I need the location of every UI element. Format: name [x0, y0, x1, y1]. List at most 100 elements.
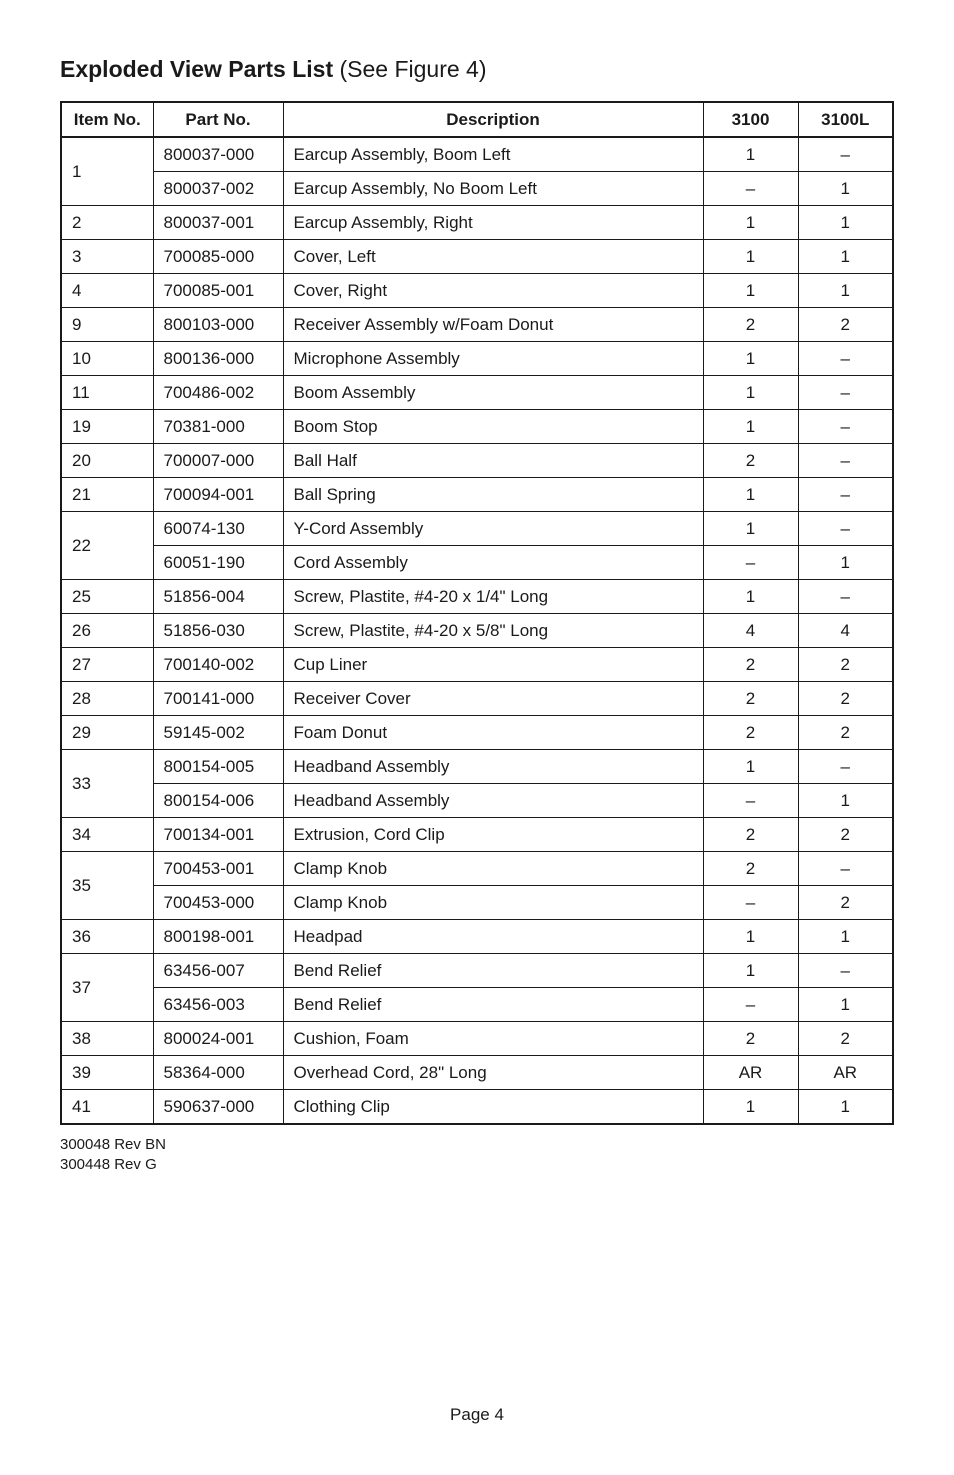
- cell-item: 11: [61, 376, 153, 410]
- cell-qty-3100l: 1: [798, 784, 893, 818]
- cell-qty-3100l: 1: [798, 920, 893, 954]
- table-row: 3958364-000Overhead Cord, 28" LongARAR: [61, 1056, 893, 1090]
- cell-desc: Extrusion, Cord Clip: [283, 818, 703, 852]
- table-row: 2651856-030Screw, Plastite, #4-20 x 5/8"…: [61, 614, 893, 648]
- cell-desc: Y-Cord Assembly: [283, 512, 703, 546]
- cell-qty-3100l: –: [798, 410, 893, 444]
- col-header-desc: Description: [283, 102, 703, 137]
- cell-desc: Ball Spring: [283, 478, 703, 512]
- table-row: 38800024-001Cushion, Foam22: [61, 1022, 893, 1056]
- cell-qty-3100l: 1: [798, 1090, 893, 1125]
- cell-part: 60051-190: [153, 546, 283, 580]
- cell-item: 19: [61, 410, 153, 444]
- cell-part: 60074-130: [153, 512, 283, 546]
- cell-qty-3100: 1: [703, 137, 798, 172]
- cell-item: 34: [61, 818, 153, 852]
- cell-item: 39: [61, 1056, 153, 1090]
- cell-qty-3100l: 2: [798, 818, 893, 852]
- cell-desc: Earcup Assembly, Right: [283, 206, 703, 240]
- cell-qty-3100l: 1: [798, 988, 893, 1022]
- col-header-3100l: 3100L: [798, 102, 893, 137]
- table-row: 800037-002Earcup Assembly, No Boom Left–…: [61, 172, 893, 206]
- cell-qty-3100: AR: [703, 1056, 798, 1090]
- cell-qty-3100l: –: [798, 750, 893, 784]
- table-row: 34700134-001Extrusion, Cord Clip22: [61, 818, 893, 852]
- cell-qty-3100: 1: [703, 750, 798, 784]
- cell-desc: Foam Donut: [283, 716, 703, 750]
- cell-desc: Cover, Left: [283, 240, 703, 274]
- table-row: 27700140-002Cup Liner22: [61, 648, 893, 682]
- cell-item: 38: [61, 1022, 153, 1056]
- table-row: 20700007-000Ball Half2–: [61, 444, 893, 478]
- cell-qty-3100: 2: [703, 818, 798, 852]
- cell-part: 700141-000: [153, 682, 283, 716]
- cell-part: 700007-000: [153, 444, 283, 478]
- cell-qty-3100l: –: [798, 852, 893, 886]
- cell-item: 1: [61, 137, 153, 206]
- cell-item: 29: [61, 716, 153, 750]
- cell-item: 25: [61, 580, 153, 614]
- table-row: 1970381-000Boom Stop1–: [61, 410, 893, 444]
- cell-qty-3100l: 2: [798, 886, 893, 920]
- cell-qty-3100l: –: [798, 478, 893, 512]
- table-row: 9800103-000Receiver Assembly w/Foam Donu…: [61, 308, 893, 342]
- cell-desc: Headband Assembly: [283, 750, 703, 784]
- table-row: 36800198-001Headpad11: [61, 920, 893, 954]
- cell-qty-3100l: 2: [798, 682, 893, 716]
- cell-qty-3100l: –: [798, 444, 893, 478]
- cell-item: 10: [61, 342, 153, 376]
- cell-desc: Headband Assembly: [283, 784, 703, 818]
- cell-item: 35: [61, 852, 153, 920]
- cell-desc: Cushion, Foam: [283, 1022, 703, 1056]
- cell-part: 70381-000: [153, 410, 283, 444]
- cell-qty-3100: 1: [703, 512, 798, 546]
- cell-qty-3100l: –: [798, 137, 893, 172]
- table-row: 10800136-000Microphone Assembly1–: [61, 342, 893, 376]
- cell-qty-3100: 2: [703, 716, 798, 750]
- title-main: Exploded View Parts List: [60, 56, 333, 82]
- cell-desc: Earcup Assembly, No Boom Left: [283, 172, 703, 206]
- cell-part: 700085-001: [153, 274, 283, 308]
- parts-table: Item No. Part No. Description 3100 3100L…: [60, 101, 894, 1125]
- cell-part: 700134-001: [153, 818, 283, 852]
- table-row: 4700085-001Cover, Right11: [61, 274, 893, 308]
- rev-line-2: 300448 Rev G: [60, 1155, 894, 1175]
- cell-desc: Cover, Right: [283, 274, 703, 308]
- cell-part: 59145-002: [153, 716, 283, 750]
- cell-part: 63456-007: [153, 954, 283, 988]
- cell-qty-3100: 1: [703, 1090, 798, 1125]
- page-footer: Page 4: [0, 1405, 954, 1425]
- cell-part: 63456-003: [153, 988, 283, 1022]
- cell-qty-3100l: –: [798, 376, 893, 410]
- cell-item: 27: [61, 648, 153, 682]
- table-row: 11700486-002Boom Assembly1–: [61, 376, 893, 410]
- cell-desc: Boom Stop: [283, 410, 703, 444]
- table-row: 700453-000Clamp Knob–2: [61, 886, 893, 920]
- cell-desc: Bend Relief: [283, 988, 703, 1022]
- cell-item: 28: [61, 682, 153, 716]
- cell-desc: Ball Half: [283, 444, 703, 478]
- cell-part: 800037-002: [153, 172, 283, 206]
- cell-qty-3100: 1: [703, 240, 798, 274]
- cell-qty-3100l: 2: [798, 308, 893, 342]
- cell-desc: Clamp Knob: [283, 886, 703, 920]
- cell-qty-3100l: 2: [798, 1022, 893, 1056]
- table-row: 3763456-007Bend Relief1–: [61, 954, 893, 988]
- table-row: 2959145-002Foam Donut22: [61, 716, 893, 750]
- cell-qty-3100: 2: [703, 308, 798, 342]
- cell-qty-3100: 2: [703, 444, 798, 478]
- cell-qty-3100: 2: [703, 648, 798, 682]
- cell-qty-3100: 1: [703, 920, 798, 954]
- cell-part: 800037-000: [153, 137, 283, 172]
- cell-qty-3100: –: [703, 784, 798, 818]
- table-row: 1800037-000Earcup Assembly, Boom Left1–: [61, 137, 893, 172]
- cell-qty-3100: 1: [703, 274, 798, 308]
- cell-qty-3100: 2: [703, 1022, 798, 1056]
- cell-qty-3100: –: [703, 988, 798, 1022]
- cell-qty-3100l: 4: [798, 614, 893, 648]
- cell-desc: Screw, Plastite, #4-20 x 5/8" Long: [283, 614, 703, 648]
- cell-item: 2: [61, 206, 153, 240]
- cell-part: 58364-000: [153, 1056, 283, 1090]
- cell-qty-3100: 2: [703, 852, 798, 886]
- cell-qty-3100l: 1: [798, 172, 893, 206]
